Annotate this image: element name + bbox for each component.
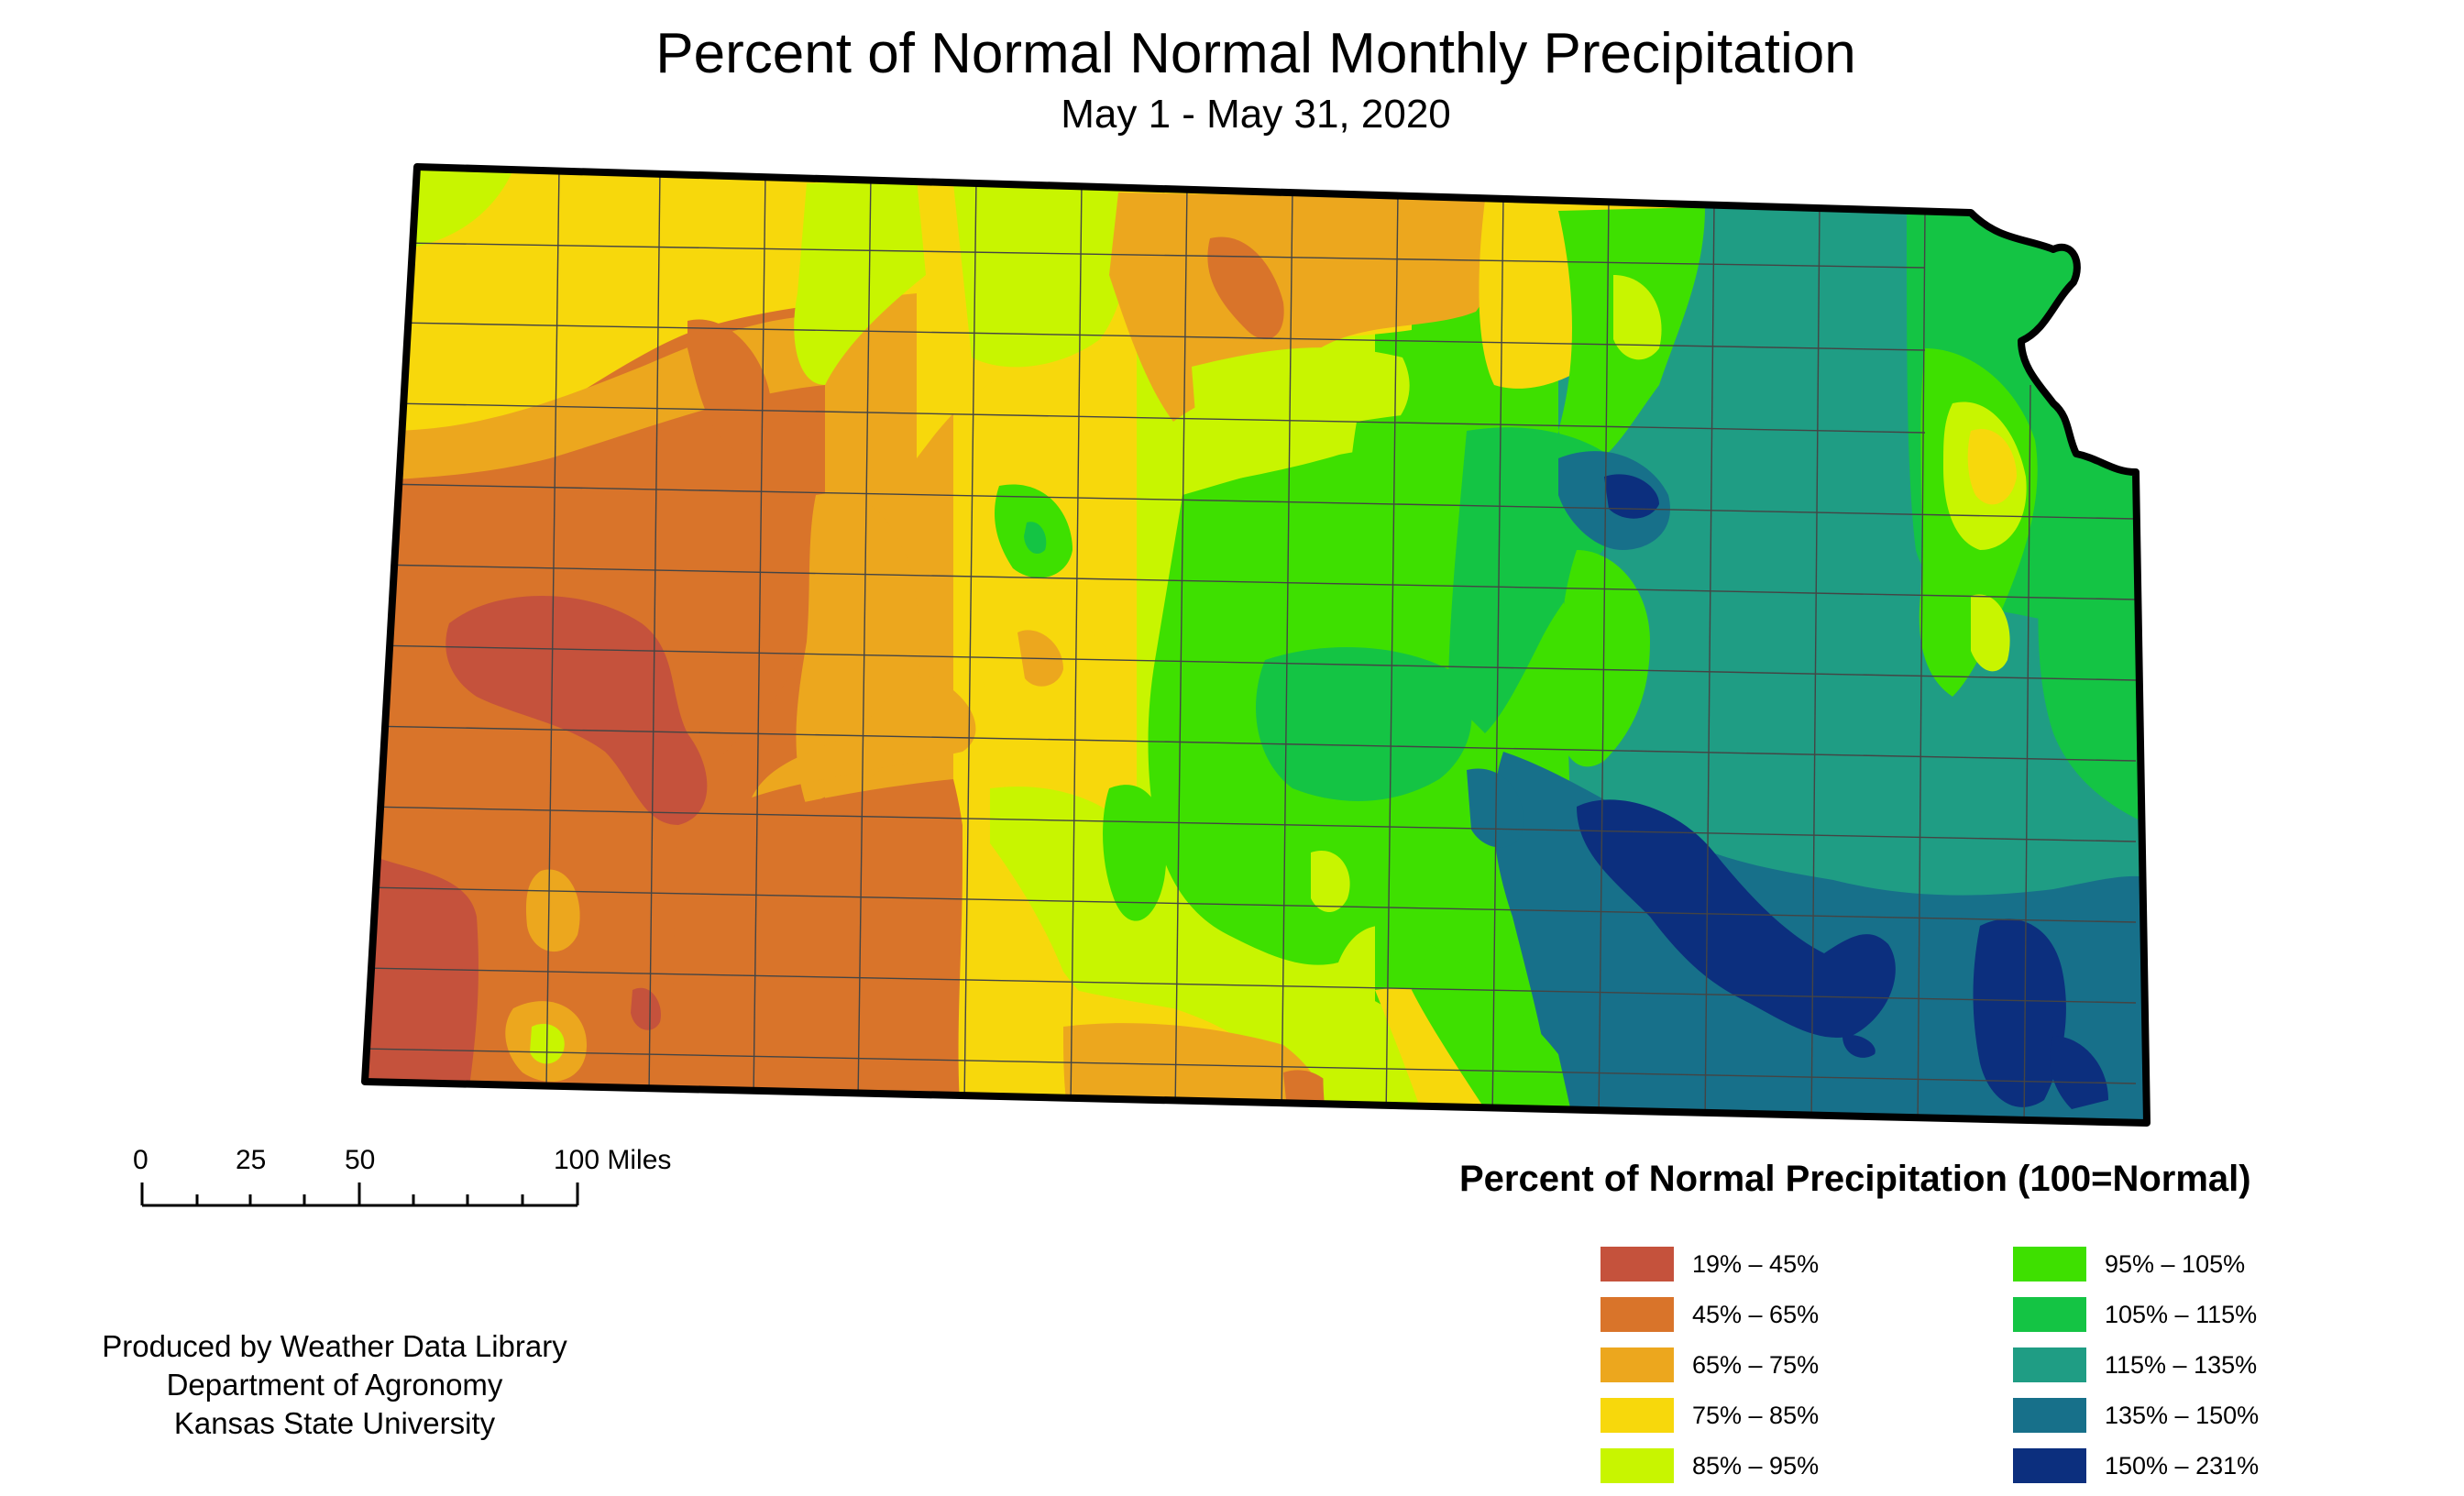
legend-label: 45% – 65% xyxy=(1692,1300,1820,1328)
zone-far-southeast-150-231 xyxy=(1973,918,2066,1107)
legend-swatch xyxy=(2013,1448,2086,1483)
legend-item: 19% – 45% xyxy=(1600,1247,1819,1282)
zone-west-central-19-45 xyxy=(446,596,708,825)
scale-bar xyxy=(140,1182,579,1207)
zone-north-45-65 xyxy=(1207,236,1284,339)
legend-swatch xyxy=(1600,1448,1674,1483)
zone-southeast-spot-135-150 xyxy=(1467,768,1524,848)
legend-label: 105% – 115% xyxy=(2105,1300,2258,1328)
zone-northwest-45-65-lobe xyxy=(688,319,773,456)
zone-south-central-65-75 xyxy=(752,676,976,798)
map-subtitle: May 1 - May 31, 2020 xyxy=(1061,92,1451,137)
legend-item: 85% – 95% xyxy=(1600,1448,1819,1483)
legend-item: 115% – 135% xyxy=(2013,1348,2257,1382)
legend-swatch xyxy=(2013,1297,2086,1332)
zone-north-central-85-95 xyxy=(1192,347,1410,486)
legend-swatch xyxy=(1600,1247,1674,1282)
zone-northwest-corner-85-95 xyxy=(403,167,513,248)
zone-far-east-spot-85-95 xyxy=(1971,594,2010,672)
zone-west-spot-65-75 xyxy=(525,869,580,952)
zone-south-east-85-95 xyxy=(1323,990,1448,1123)
legend-label: 135% – 150% xyxy=(2105,1401,2260,1429)
legend-swatch xyxy=(1600,1297,1674,1332)
zone-south-border-95-105 xyxy=(1412,944,1577,1123)
scale-label-25: 25 xyxy=(236,1145,267,1175)
legend-item: 150% – 231% xyxy=(2013,1448,2259,1483)
map-title: Percent of Normal Normal Monthly Precipi… xyxy=(655,22,1856,85)
legend-label: 65% – 75% xyxy=(1692,1350,1820,1379)
credit-line-3: Kansas State University xyxy=(173,1406,496,1440)
precipitation-surface xyxy=(365,167,2147,1123)
legend-label: 75% – 85% xyxy=(1692,1401,1820,1429)
zone-south-45-65 xyxy=(697,779,981,1123)
zone-far-southeast-spot-150-231 xyxy=(2050,1036,2108,1109)
zone-central-105-115 xyxy=(1256,647,1472,801)
zone-southeast-spot-150-231 xyxy=(1842,1035,1876,1058)
zone-west-spot-19-45 xyxy=(631,987,661,1030)
scale-label-0: 0 xyxy=(133,1145,148,1175)
legend-label: 95% – 105% xyxy=(2105,1249,2246,1278)
zone-east-border-105-115 xyxy=(2038,506,2147,825)
zone-northwest-75-85 xyxy=(385,167,917,477)
legend-swatch xyxy=(2013,1247,2086,1282)
scale-label-50: 50 xyxy=(345,1145,376,1175)
zone-northeast-spot-85-95 xyxy=(1613,275,1662,360)
legend-swatch xyxy=(2013,1398,2086,1433)
zone-southwest-19-45 xyxy=(365,852,478,1100)
zone-southeast-150-231 xyxy=(1577,799,1896,1038)
legend-item: 95% – 105% xyxy=(2013,1247,2245,1282)
credit-line-1: Produced by Weather Data Library xyxy=(102,1329,567,1363)
county-boundaries xyxy=(365,167,2137,1123)
legend-swatch xyxy=(1600,1348,1674,1382)
legend-item: 105% – 115% xyxy=(2013,1297,2257,1332)
legend-label: 115% – 135% xyxy=(2105,1350,2258,1379)
scale-label-100-miles: 100 Miles xyxy=(554,1145,672,1175)
legend-item: 45% – 65% xyxy=(1600,1297,1819,1332)
legend-item: 135% – 150% xyxy=(2013,1398,2259,1433)
legend-item: 65% – 75% xyxy=(1600,1348,1819,1382)
legend-label: 85% – 95% xyxy=(1692,1451,1820,1480)
zone-central-spot-105-115 xyxy=(1024,522,1047,555)
credit-line-2: Department of Agronomy xyxy=(166,1368,503,1402)
kansas-state-border xyxy=(361,163,2150,1127)
legend-label: 150% – 231% xyxy=(2105,1451,2260,1480)
legend-swatch xyxy=(1600,1398,1674,1433)
zone-central-spot-85-95 xyxy=(1311,851,1350,912)
legend-title: Percent of Normal Precipitation (100=Nor… xyxy=(1459,1159,2251,1199)
zone-central-green-95-105 xyxy=(1103,785,1167,921)
zone-north-85-95 xyxy=(953,183,1128,368)
zone-east-central-150-231 xyxy=(1604,474,1659,519)
zone-far-east-75-85 xyxy=(1967,429,2017,505)
legend-label: 19% – 45% xyxy=(1692,1249,1820,1278)
legend-item: 75% – 85% xyxy=(1600,1398,1819,1433)
zone-north-strip-85-95 xyxy=(794,179,926,385)
legend-swatch xyxy=(2013,1348,2086,1382)
